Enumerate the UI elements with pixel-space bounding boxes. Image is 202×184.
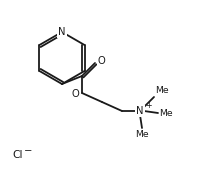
Text: −: − [24,146,32,156]
Text: O: O [98,56,105,66]
Text: Me: Me [154,86,168,95]
Text: N: N [58,27,65,37]
Text: +: + [144,102,151,111]
Text: O: O [71,89,79,99]
Text: Me: Me [135,130,148,139]
Text: N: N [136,106,143,116]
Text: Cl: Cl [12,150,22,160]
Text: Me: Me [158,109,172,118]
